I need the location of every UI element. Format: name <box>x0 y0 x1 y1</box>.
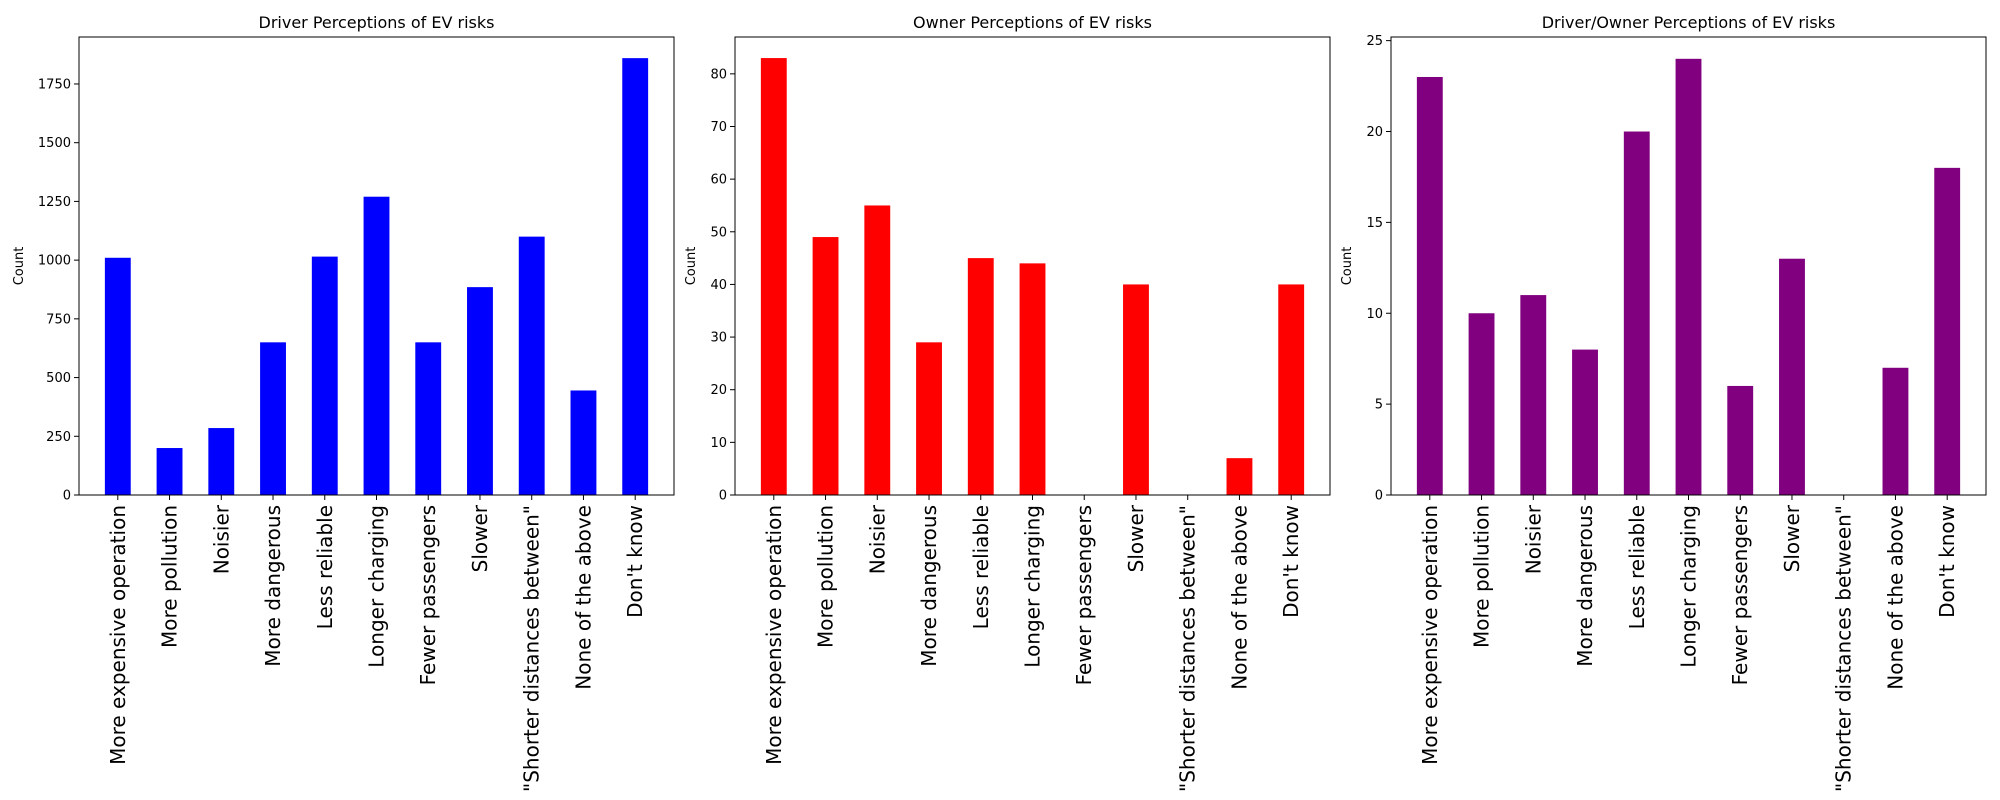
bar-3-8 <box>1779 258 1805 495</box>
y-tick-label: 5 <box>1375 398 1383 413</box>
x-tick-label: More dangerous <box>1573 505 1597 667</box>
bar-2-4 <box>916 342 942 495</box>
bar-3-6 <box>1675 58 1702 496</box>
bar-2-11 <box>1278 284 1305 495</box>
x-tick-label: Longer charging <box>1021 505 1045 668</box>
bar-1-5 <box>311 256 338 495</box>
chart-panel-3: 0 5 10 15 20 25 More expensive operation More p… <box>1340 13 1987 792</box>
x-tick-label: More dangerous <box>261 505 285 667</box>
y-axis-label: Count <box>684 247 699 286</box>
x-tick-label: More pollution <box>1470 505 1494 648</box>
bar-3-4 <box>1572 349 1598 495</box>
y-tick-label: 250 <box>46 430 71 445</box>
y-axis-label: Count <box>12 247 27 286</box>
y-tick-label: 1250 <box>38 195 71 210</box>
bar-1-2 <box>156 448 183 495</box>
bar-3-7 <box>1727 385 1754 495</box>
bar-1-10 <box>570 390 597 495</box>
x-tick-label: Fewer passengers <box>1728 505 1752 685</box>
x-tick-label: Noisier <box>209 504 233 574</box>
x-tick-label: Longer charging <box>1677 505 1701 668</box>
x-tick-label: Noisier <box>1521 504 1545 574</box>
x-tick-label: Don't know <box>1279 505 1303 618</box>
bar-2-2 <box>812 237 839 496</box>
x-tick-label: Don't know <box>1935 505 1959 618</box>
bar-3-1 <box>1416 76 1443 495</box>
chart-title: Driver/Owner Perceptions of EV risks <box>1542 13 1836 32</box>
x-tick-label: "Shorter distances between" <box>1832 505 1856 792</box>
bar-2-5 <box>967 258 994 495</box>
bar-1-3 <box>208 428 235 495</box>
bar-3-11 <box>1934 167 1961 496</box>
chart-title: Owner Perceptions of EV risks <box>913 13 1152 32</box>
y-tick-label: 500 <box>46 371 71 386</box>
y-tick-label: 0 <box>719 489 727 504</box>
x-tick-label: Fewer passengers <box>416 505 440 685</box>
chart-panel-1: 0 250 500 750 1000 1250 1500 1750 More expensive… <box>12 13 675 792</box>
y-tick-label: 1750 <box>38 77 71 92</box>
x-tick-label: More expensive operation <box>762 505 786 765</box>
x-tick-label: Slower <box>468 504 492 572</box>
bar-2-6 <box>1019 263 1046 495</box>
bar-1-9 <box>518 236 545 495</box>
y-tick-label: 20 <box>710 383 727 398</box>
x-tick-label: Slower <box>1124 504 1148 572</box>
y-tick-label: 0 <box>1375 489 1383 504</box>
y-tick-label: 25 <box>1366 34 1383 49</box>
x-tick-label: Longer charging <box>365 505 389 668</box>
x-tick-label: "Shorter distances between" <box>520 505 544 792</box>
x-tick-label: Noisier <box>865 504 889 574</box>
bar-1-7 <box>415 342 442 495</box>
y-tick-label: 10 <box>710 436 727 451</box>
y-tick-label: 50 <box>710 225 727 240</box>
x-tick-label: More dangerous <box>917 505 941 667</box>
x-tick-label: None of the above <box>571 505 595 690</box>
bar-1-6 <box>363 196 390 495</box>
x-tick-label: More expensive operation <box>1418 505 1442 765</box>
y-tick-label: 10 <box>1366 307 1383 322</box>
x-tick-label: Don't know <box>623 505 647 618</box>
x-tick-label: "Shorter distances between" <box>1176 505 1200 792</box>
x-tick-label: Less reliable <box>313 505 337 629</box>
y-tick-label: 1000 <box>38 254 71 269</box>
x-tick-label: More pollution <box>814 505 838 648</box>
y-tick-label: 0 <box>63 489 71 504</box>
bar-1-4 <box>260 342 286 495</box>
y-tick-label: 750 <box>46 312 71 327</box>
x-tick-label: More expensive operation <box>106 505 130 765</box>
chart-title: Driver Perceptions of EV risks <box>259 13 495 32</box>
bar-3-5 <box>1623 131 1650 495</box>
chart-panel-2: 0 10 20 30 40 50 60 70 80 More expensive operatio… <box>684 13 1331 792</box>
x-tick-label: Slower <box>1780 504 1804 572</box>
y-tick-label: 80 <box>710 67 727 82</box>
y-tick-label: 1500 <box>38 136 71 151</box>
x-tick-label: Less reliable <box>1625 505 1649 629</box>
bar-1-11 <box>622 58 649 495</box>
bar-2-10 <box>1226 458 1253 495</box>
bar-3-10 <box>1882 367 1909 495</box>
y-tick-label: 30 <box>710 331 727 346</box>
bar-1-8 <box>467 287 493 495</box>
bar-2-1 <box>760 58 787 496</box>
bar-1-1 <box>104 257 131 495</box>
y-tick-label: 70 <box>710 120 727 135</box>
x-tick-label: More pollution <box>158 505 182 648</box>
bar-3-3 <box>1520 295 1547 495</box>
y-tick-label: 40 <box>710 278 727 293</box>
x-tick-label: Fewer passengers <box>1072 505 1096 685</box>
y-tick-label: 15 <box>1366 216 1383 231</box>
x-tick-label: None of the above <box>1227 505 1251 690</box>
x-tick-label: Less reliable <box>969 505 993 629</box>
bar-2-3 <box>864 205 891 495</box>
bar-2-8 <box>1123 284 1149 495</box>
y-tick-label: 20 <box>1366 125 1383 140</box>
x-tick-label: None of the above <box>1883 505 1907 690</box>
y-axis-label: Count <box>1340 247 1355 286</box>
bar-3-2 <box>1468 313 1495 495</box>
y-tick-label: 60 <box>710 173 727 188</box>
